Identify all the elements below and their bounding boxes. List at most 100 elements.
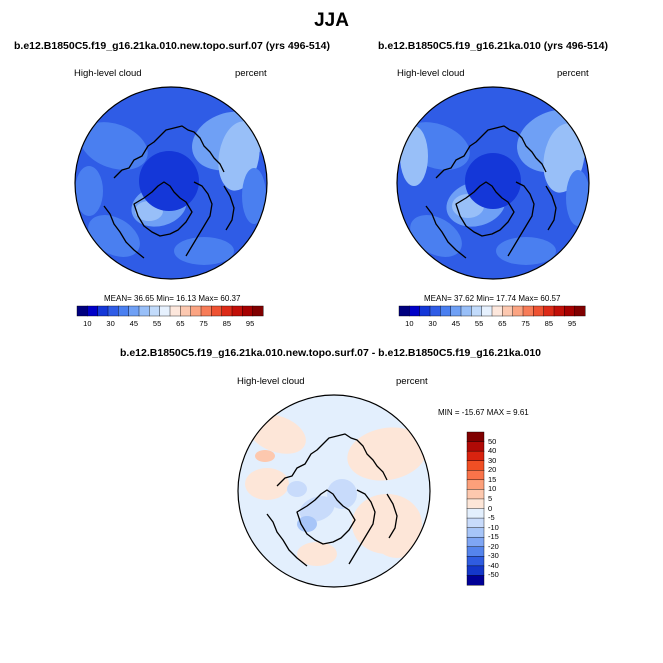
panel-b-max-value: 60.57 [540,294,561,303]
panel-b-field-contour [465,153,521,209]
diff-title: b.e12.B1850C5.f19_g16.21ka.010.new.topo.… [120,347,542,359]
diff-colorbar-tick-label: -30 [488,551,499,561]
panel-a-min-value: 16.13 [176,294,197,303]
panel-a-field-contour [139,151,199,211]
diff-colorbar-box [466,556,485,567]
panel-a-colorbar-box [107,305,119,317]
panel-b-min-label: Min= [476,294,494,303]
panel-a-colorbar-tick-label: 65 [176,319,185,328]
panel-a-coastline [103,125,235,259]
panel-b-colorbar-box [450,305,462,317]
panel-b-mean-label: MEAN= [424,294,452,303]
panel-a-colorbar-ticks: 10 30 45 55 65 75 85 95 [77,319,263,331]
panel-b-colorbar-box [533,305,545,317]
panel-b-colorbar-box [543,305,555,317]
diff-colorbar-box [466,575,485,586]
diff-colorbar-box [466,565,485,576]
diff-colorbar-tick-label: 20 [488,465,497,475]
diff-units-label: percent [396,376,428,387]
panel-b-colorbar-tick-label: 75 [521,319,530,328]
panel-b-colorbar-tick-label: 55 [474,319,484,328]
diff-colorbar-tick-label: 5 [488,493,493,503]
diff-colorbar-box [466,546,485,557]
panel-a-colorbar-tick-label: 45 [129,319,138,328]
diff-colorbar-tick-label: -20 [488,541,499,551]
panel-a-field-contour [80,122,148,170]
panel-b-mean-value: 37.62 [454,294,475,303]
panel-a-mean-value: 36.65 [134,294,155,303]
panel-b-colorbar-box [522,305,534,317]
diff-colorbar-tick-label: -15 [488,532,499,542]
panel-a-colorbar-box [149,305,161,317]
panel-b-field-contour [400,126,428,186]
panel-b-colorbar-tick-label: 45 [451,319,460,328]
panel-b-colorbar-tick-label: 10 [405,319,414,328]
panel-b-field-contour [566,170,589,226]
panel-a-field-contour [88,215,140,257]
panel-b-colorbar-box [574,305,586,317]
panel-b-colorbar-tick-label: 95 [567,319,577,328]
diff-colorbar-box [466,450,485,462]
panel-a-colorbar-box [76,305,88,317]
diff-map [237,394,431,588]
panel-b-map-border [396,86,590,280]
panel-a-units-label: percent [235,68,267,79]
diff-coastline [266,433,398,567]
figure-title: JJA [314,10,349,31]
panel-a-colorbar-tick-label: 30 [106,319,115,328]
panel-a-colorbar-box [138,305,150,317]
diff-colorbar-box [466,470,485,481]
diff-colorbar-tick-label: -40 [488,560,499,570]
panel-a-max-value: 60.37 [220,294,241,303]
diff-field-contour [299,496,335,522]
panel-a-colorbar-tick-label: 95 [245,319,255,328]
panel-b-colorbar-box [460,305,472,317]
panel-b-field-contour [496,237,556,265]
panel-b-colorbar-tick-label: 65 [498,319,507,328]
diff-colorbar-tick-label: 10 [488,484,497,494]
panel-b-units-label: percent [557,68,589,79]
diff-colorbar-tick-label: -5 [488,513,495,523]
panel-a-colorbar-box [118,305,130,317]
diff-field-contour [297,542,337,566]
panel-a-colorbar-box [97,305,109,317]
panel-b-colorbar [398,305,586,317]
diff-colorbar-tick-label: 15 [488,474,497,484]
diff-colorbar [466,431,485,586]
panel-a-colorbar-box [252,305,264,317]
panel-b-colorbar-tick-label: 30 [428,319,437,328]
diff-colorbar-ticks: 50 40 30 20 15 10 5 0 -5 -10 -15 -20 -30 -40 -50 [488,432,518,585]
panel-b-colorbar-box [512,305,524,317]
panel-a-colorbar-box [159,305,171,317]
diff-field-contour [347,427,427,481]
diff-map-border [237,394,431,588]
panel-a-colorbar-box [169,305,181,317]
panel-a-map [74,86,268,280]
panel-a-colorbar-box [87,305,99,317]
panel-a-colorbar [76,305,264,317]
panel-a-colorbar-box [128,305,140,317]
panel-a-field-contour [174,237,234,265]
panel-b-stats: MEAN= 37.62 Min= 17.74 Max= 60.57 [424,294,560,303]
panel-a-colorbar-tick-label: 75 [199,319,208,328]
diff-minmax: MIN = -15.67 MAX = 9.61 [438,408,529,417]
panel-b-title: b.e12.B1850C5.f19_g16.21ka.010 (yrs 496-… [378,40,608,52]
diff-colorbar-box [466,479,485,490]
panel-b-colorbar-box [481,305,493,317]
panel-b-colorbar-box [491,305,503,317]
diff-colorbar-tick-label: -50 [488,570,499,580]
diff-colorbar-tick-label: 40 [488,446,497,456]
panel-a-field-contour [75,166,103,216]
diff-field-contour [327,479,357,509]
panel-b-colorbar-box [553,305,565,317]
panel-b-colorbar-box [398,305,410,317]
panel-b-colorbar-box [419,305,431,317]
panel-a-field-contour [242,168,266,224]
panel-a-colorbar-tick-label: 10 [83,319,92,328]
diff-colorbar-tick-label: -10 [488,522,499,532]
diff-colorbar-box [466,441,485,452]
diff-colorbar-box [466,536,485,548]
panel-a-colorbar-box [200,305,212,317]
panel-a-colorbar-tick-label: 85 [222,319,231,328]
diff-field-contour [245,468,289,500]
